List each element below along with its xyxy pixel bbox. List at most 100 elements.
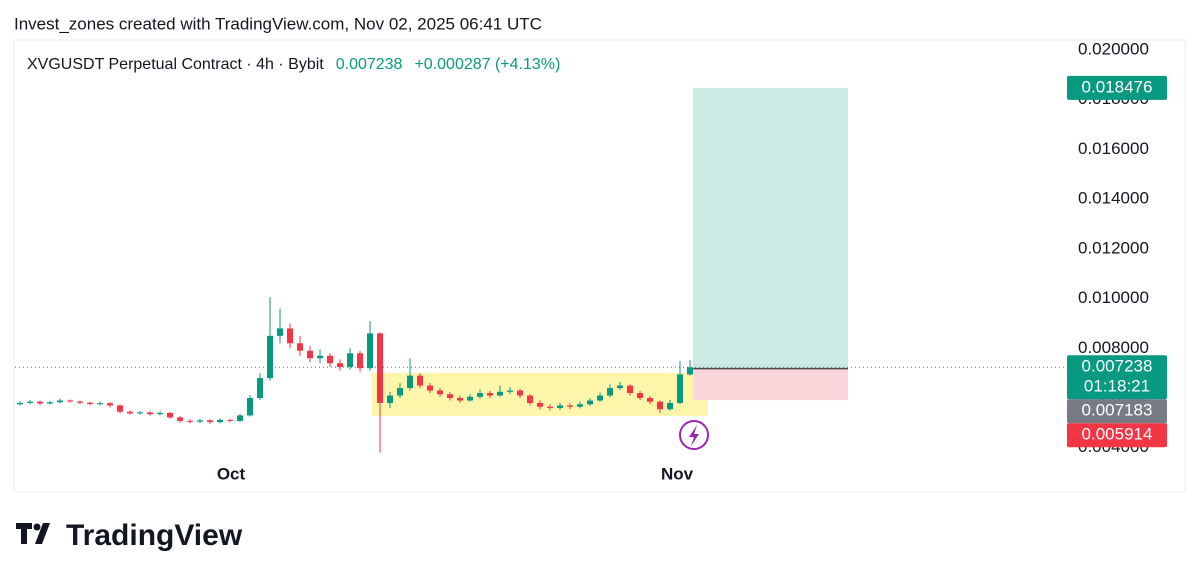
candle-body <box>197 420 203 422</box>
y-tick-label: 0.020000 <box>1078 39 1149 58</box>
candle-body <box>107 403 113 406</box>
candle-body <box>477 393 483 397</box>
candle-body <box>587 400 593 405</box>
candle-body <box>427 385 433 391</box>
candle-body <box>287 328 293 344</box>
candle-body <box>297 343 303 351</box>
candle-body <box>77 401 83 403</box>
overlay: XVGUSDT Perpetual Contract · 4h · Bybit 0… <box>27 39 1167 492</box>
candle-body <box>517 390 523 396</box>
candle-body <box>337 363 343 367</box>
candle-body <box>447 394 453 399</box>
brand: TradingView <box>66 519 243 552</box>
legend-text: +0.000287 (+4.13%) <box>414 56 560 73</box>
price-label: 0.007183 <box>1082 401 1153 420</box>
logo-mark <box>16 523 32 544</box>
candle-body <box>117 405 123 412</box>
candle-body <box>307 350 313 359</box>
candle-body <box>387 395 393 403</box>
candle-body <box>327 355 333 364</box>
candle-body <box>487 393 493 396</box>
y-tick-label: 0.012000 <box>1078 238 1149 257</box>
candle-body <box>147 412 153 415</box>
candle-body <box>277 328 283 336</box>
candle-body <box>317 355 323 359</box>
candle-body <box>557 405 563 408</box>
loss-zone <box>693 368 848 401</box>
candle-body <box>637 393 643 399</box>
legend-text: 0.007238 <box>336 56 403 73</box>
candle-body <box>367 333 373 369</box>
candle-body <box>667 402 673 410</box>
candle-body <box>397 388 403 396</box>
candle-body <box>57 400 63 403</box>
candle-body <box>457 398 463 401</box>
price-label-box <box>1067 75 1167 100</box>
candle-body <box>597 395 603 401</box>
candle-body <box>607 388 613 396</box>
price-label-box <box>1067 423 1167 448</box>
legend-text: XVGUSDT Perpetual Contract · 4h · Bybit <box>27 56 324 73</box>
x-tick-label: Nov <box>661 464 694 483</box>
candle-body <box>537 402 543 407</box>
price-label: 0.007238 <box>1082 357 1153 376</box>
candle-body <box>647 398 653 402</box>
brand-logo: TradingView <box>16 519 243 552</box>
candle-body <box>177 417 183 421</box>
candle-body <box>27 401 33 403</box>
candle-body <box>227 419 233 421</box>
candle-body <box>87 402 93 404</box>
plot-area <box>15 87 1065 453</box>
countdown: 01:18:21 <box>1084 377 1150 396</box>
watermark: Invest_zones created with TradingView.co… <box>14 14 542 33</box>
candle-body <box>677 374 683 403</box>
candle-body <box>237 415 243 421</box>
candle-body <box>17 402 23 405</box>
candle-body <box>577 404 583 407</box>
candle-body <box>167 412 173 418</box>
candle-body <box>497 391 503 396</box>
price-label-box <box>1067 355 1167 400</box>
candle-body <box>547 406 553 408</box>
profit-zone <box>693 87 848 369</box>
candle-body <box>437 390 443 395</box>
candle-body <box>247 398 253 416</box>
candle-body <box>267 335 273 379</box>
candle-body <box>527 395 533 403</box>
price-label-box <box>1067 399 1167 424</box>
price-label: 0.005914 <box>1082 425 1153 444</box>
candle-body <box>357 353 363 369</box>
candle-body <box>257 378 263 399</box>
candle-body <box>137 412 143 414</box>
candle-body <box>37 401 43 404</box>
candle-body <box>127 411 133 414</box>
y-tick-label: 0.016000 <box>1078 139 1149 158</box>
candle-body <box>377 333 383 403</box>
candle-body <box>157 412 163 415</box>
logo-mark <box>35 523 50 544</box>
candle-body <box>97 403 103 405</box>
candle-body <box>417 375 423 386</box>
event-icon <box>689 425 699 446</box>
candle-body <box>657 401 663 410</box>
chart-frame <box>13 39 1186 493</box>
y-tick-label: 0.008000 <box>1078 338 1149 357</box>
candle-body <box>347 353 353 367</box>
candle-body <box>687 367 693 375</box>
candle-body <box>207 420 213 423</box>
candle-body <box>627 385 633 394</box>
candle-body <box>67 400 73 402</box>
candle-body <box>187 420 193 422</box>
y-tick-label: 0.010000 <box>1078 288 1149 307</box>
candle-body <box>617 385 623 389</box>
candle-body <box>467 396 473 401</box>
candle-body <box>407 375 413 389</box>
candle-body <box>47 402 53 404</box>
logo-mark <box>33 523 41 531</box>
y-tick-label: 0.014000 <box>1078 189 1149 208</box>
x-tick-label: Oct <box>217 464 246 483</box>
candle-body <box>507 390 513 392</box>
price-label: 0.018476 <box>1082 77 1153 96</box>
